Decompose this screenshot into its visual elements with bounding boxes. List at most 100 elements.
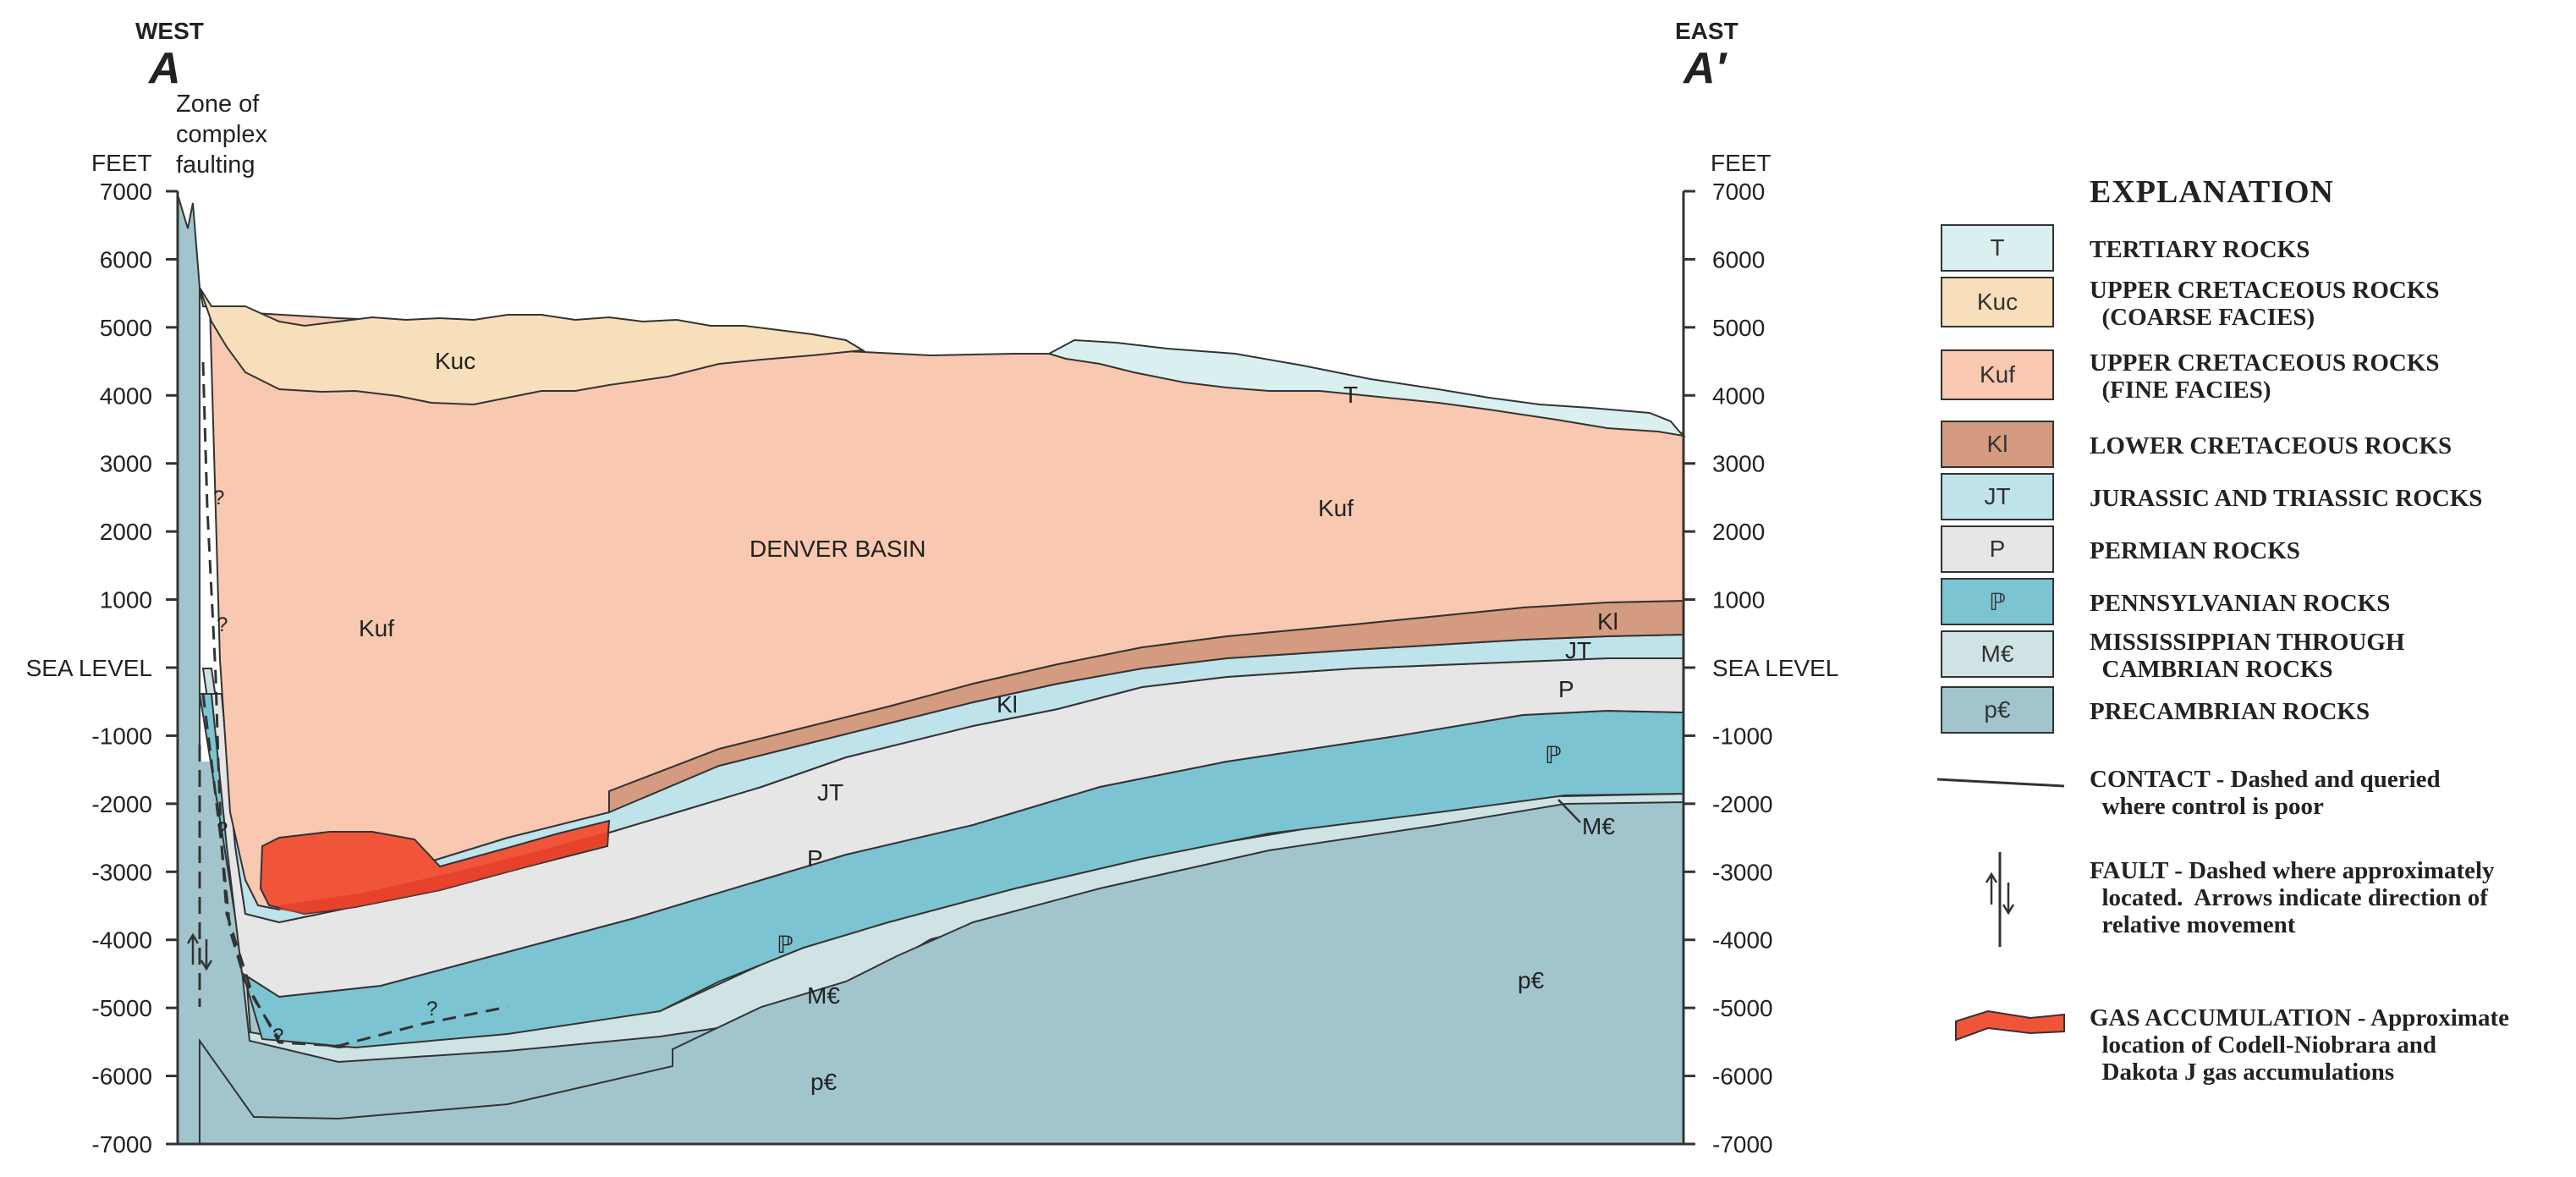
label-kl-east: Kl <box>1597 608 1618 635</box>
mc-pointer <box>1557 799 1581 823</box>
left-ticks: 7000 6000 5000 4000 3000 2000 1000 SEA LEVEL -10… <box>26 179 178 1158</box>
fault-zone-label-1: Zone of <box>176 91 260 118</box>
label-penn-mid: ℙ <box>777 932 794 958</box>
legend-label-gas-2: location of Codell-Niobrara and <box>2090 1031 2437 1059</box>
left-tick-label: -6000 <box>91 1064 152 1090</box>
legend-label-upper-cretaceous-fine-2: (FINE FACIES) <box>2090 377 2271 404</box>
label-penn-east: ℙ <box>1545 742 1562 768</box>
legend-label-pennsylvanian: PENNSYLVANIAN ROCKS <box>2090 590 2391 617</box>
label-kl-mid: Kl <box>997 691 1018 718</box>
legend-swatch-precambrian: p€ <box>1941 686 2054 734</box>
label-p-east: P <box>1558 676 1574 702</box>
contact-line-icon <box>1937 778 2065 788</box>
legend-item-permian: P PERMIAN ROCKS <box>1937 525 2576 576</box>
right-tick-label: 4000 <box>1712 382 1765 409</box>
label-kuf-west: Kuf <box>359 615 394 641</box>
legend-label-precambrian: PRECAMBRIAN ROCKS <box>2090 698 2370 725</box>
legend-swatch-jurassic-triassic: JT <box>1941 473 2054 520</box>
right-tick-label: 2000 <box>1712 519 1765 545</box>
right-tick-label: -7000 <box>1712 1131 1773 1158</box>
precambrian-lobe <box>199 800 1684 1145</box>
legend-label-upper-cretaceous-coarse: UPPER CRETACEOUS ROCKS <box>2090 277 2440 304</box>
legend-item-tertiary: T TERTIARY ROCKS <box>1937 224 2576 275</box>
legend-swatch-tertiary: T <box>1941 224 2054 272</box>
legend-item-precambrian: p€ PRECAMBRIAN ROCKS <box>1937 686 2576 737</box>
label-mc-mid: M€ <box>807 982 840 1009</box>
fault-zone-label-2: complex <box>176 121 267 148</box>
right-axis-unit: FEET <box>1711 150 1771 176</box>
left-tick-label: -5000 <box>91 995 152 1021</box>
right-tick-label: 3000 <box>1712 451 1765 477</box>
label-tertiary: T <box>1343 382 1358 408</box>
gas-accumulation-icon <box>1955 1009 2065 1042</box>
query-mark-2: ? <box>217 613 228 636</box>
east-direction: EAST <box>1675 18 1738 44</box>
legend-item-lower-cretaceous: Kl LOWER CRETACEOUS ROCKS <box>1937 421 2576 471</box>
label-kuc: Kuc <box>435 348 475 374</box>
dashed-contact-lower <box>201 693 508 1048</box>
label-jt-east: JT <box>1565 637 1591 663</box>
left-tick-label: -7000 <box>91 1131 152 1158</box>
left-tick-label: 2000 <box>100 519 152 545</box>
left-tick-label: 4000 <box>100 382 152 409</box>
fault-arrows-icon <box>186 932 213 971</box>
label-mc-east: M€ <box>1582 813 1615 839</box>
legend-label-lower-cretaceous: LOWER CRETACEOUS ROCKS <box>2090 432 2452 459</box>
east-section-label: A′ <box>1682 44 1728 93</box>
left-tick-label: 1000 <box>100 587 152 613</box>
label-jt-mid: JT <box>817 779 843 806</box>
legend-swatch-mississippian-cambrian: M€ <box>1941 630 2054 678</box>
legend-swatch-upper-cretaceous-fine: Kuf <box>1941 349 2054 400</box>
legend-label-mississippian-cambrian: MISSISSIPPIAN THROUGH <box>2090 629 2405 656</box>
right-tick-label: -6000 <box>1712 1064 1773 1090</box>
unit-labels: Kuc DENVER BASIN Kuf Kuf T Kl JT P ℙ M€ … <box>213 348 1618 1095</box>
legend-title: EXPLANATION <box>2090 174 2334 210</box>
left-tick-label: -1000 <box>91 723 152 749</box>
legend-swatch-lower-cretaceous: Kl <box>1941 421 2054 468</box>
right-tick-label: -2000 <box>1712 791 1773 817</box>
legend-item-gas: GAS ACCUMULATION - Approximate location … <box>1937 1003 2576 1096</box>
label-denver-basin: DENVER BASIN <box>750 536 926 562</box>
legend-item-upper-cretaceous-coarse: Kuc UPPER CRETACEOUS ROCKS (COARSE FACIE… <box>1937 277 2576 336</box>
legend-label-tertiary: TERTIARY ROCKS <box>2090 236 2310 263</box>
query-mark-3: ? <box>217 818 228 841</box>
query-mark-4: ? <box>272 1025 283 1048</box>
legend-label-contact: CONTACT - Dashed and queried <box>2090 766 2441 793</box>
right-tick-label: -1000 <box>1712 723 1773 749</box>
left-tick-label: 6000 <box>100 246 152 272</box>
legend-swatch-permian: P <box>1941 525 2054 573</box>
legend-label-jurassic-triassic: JURASSIC AND TRIASSIC ROCKS <box>2090 485 2483 512</box>
right-tick-label: -4000 <box>1712 927 1773 954</box>
legend-item-contact: CONTACT - Dashed and queried where contr… <box>1937 766 2576 833</box>
upper-cretaceous-coarse-unit <box>199 287 866 406</box>
gas-accumulation-lower <box>279 832 607 914</box>
legend-item-upper-cretaceous-fine: Kuf UPPER CRETACEOUS ROCKS (FINE FACIES) <box>1937 349 2576 409</box>
right-tick-label: 7000 <box>1712 179 1765 205</box>
dashed-contact <box>201 361 281 1040</box>
legend-label-mississippian-cambrian-2: CAMBRIAN ROCKS <box>2090 656 2333 683</box>
left-tick-label: 3000 <box>100 451 152 477</box>
label-p-mid: P <box>807 845 823 872</box>
legend-item-pennsylvanian: ℙ PENNSYLVANIAN ROCKS <box>1937 578 2576 629</box>
legend-label-fault-3: relative movement <box>2090 911 2296 938</box>
right-ticks: 7000 6000 5000 4000 3000 2000 1000 SEA LEVEL -10… <box>1683 179 1838 1158</box>
legend-item-jurassic-triassic: JT JURASSIC AND TRIASSIC ROCKS <box>1937 473 2576 524</box>
right-tick-label: 5000 <box>1712 315 1765 341</box>
legend-label-upper-cretaceous-coarse-2: (COARSE FACIES) <box>2090 304 2315 331</box>
left-axis-unit: FEET <box>91 150 152 176</box>
left-tick-label: 7000 <box>100 179 152 205</box>
fault-symbol-icon <box>1985 852 2015 947</box>
cross-section: 7000 6000 5000 4000 3000 2000 1000 SEA LEVEL -10… <box>26 18 1839 1158</box>
west-direction: WEST <box>135 18 204 44</box>
left-tick-label: SEA LEVEL <box>26 655 152 681</box>
label-kuf-east: Kuf <box>1318 495 1354 521</box>
left-tick-label: -2000 <box>91 791 152 817</box>
legend-label-fault: FAULT - Dashed where approximately <box>2090 857 2495 884</box>
west-section-label: A <box>147 44 181 93</box>
legend-item-fault: FAULT - Dashed where approximately locat… <box>1937 849 2576 950</box>
left-tick-label: -3000 <box>91 859 152 885</box>
label-pc-east: p€ <box>1518 967 1545 993</box>
legend-label-permian: PERMIAN ROCKS <box>2090 537 2300 564</box>
legend-label-gas: GAS ACCUMULATION - Approximate <box>2090 1004 2509 1031</box>
right-tick-label: SEA LEVEL <box>1712 655 1838 681</box>
